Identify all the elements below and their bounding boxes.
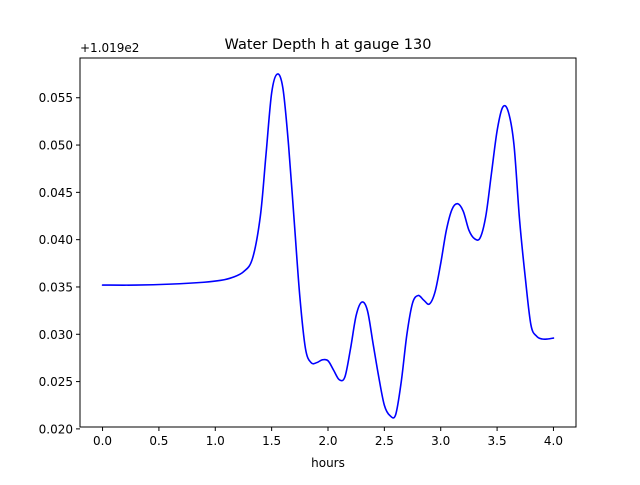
x-tick-label: 1.0 bbox=[206, 434, 225, 448]
axis-ticks: 0.0 0.5 1.0 1.5 2.0 2.5 3.0 3.5 4.0 0.020 0.025 0.0… bbox=[39, 91, 563, 448]
x-tick-label: 3.0 bbox=[431, 434, 450, 448]
y-tick-label: 0.020 bbox=[39, 422, 73, 436]
y-tick-label: 0.045 bbox=[39, 186, 73, 200]
x-tick-label: 2.5 bbox=[375, 434, 394, 448]
x-tick-label: 2.0 bbox=[318, 434, 337, 448]
y-tick-label: 0.040 bbox=[39, 233, 73, 247]
y-tick-label: 0.035 bbox=[39, 280, 73, 294]
y-tick-label: 0.050 bbox=[39, 139, 73, 153]
plot-area-frame bbox=[79, 57, 577, 428]
x-tick-label: 4.0 bbox=[544, 434, 563, 448]
plot-area-background bbox=[80, 58, 576, 427]
x-tick-label: 0.5 bbox=[149, 434, 168, 448]
y-axis-offset-label: +1.019e2 bbox=[80, 41, 139, 55]
series-line bbox=[101, 73, 555, 419]
y-tick-label: 0.025 bbox=[39, 375, 73, 389]
y-tick-label: 0.030 bbox=[39, 328, 73, 342]
x-tick-label: 0.0 bbox=[93, 434, 112, 448]
y-tick-label: 0.055 bbox=[39, 91, 73, 105]
x-tick-label: 3.5 bbox=[488, 434, 507, 448]
x-axis-label: hours bbox=[311, 456, 345, 470]
chart-title: Water Depth h at gauge 130 bbox=[225, 37, 432, 53]
x-tick-label: 1.5 bbox=[262, 434, 281, 448]
